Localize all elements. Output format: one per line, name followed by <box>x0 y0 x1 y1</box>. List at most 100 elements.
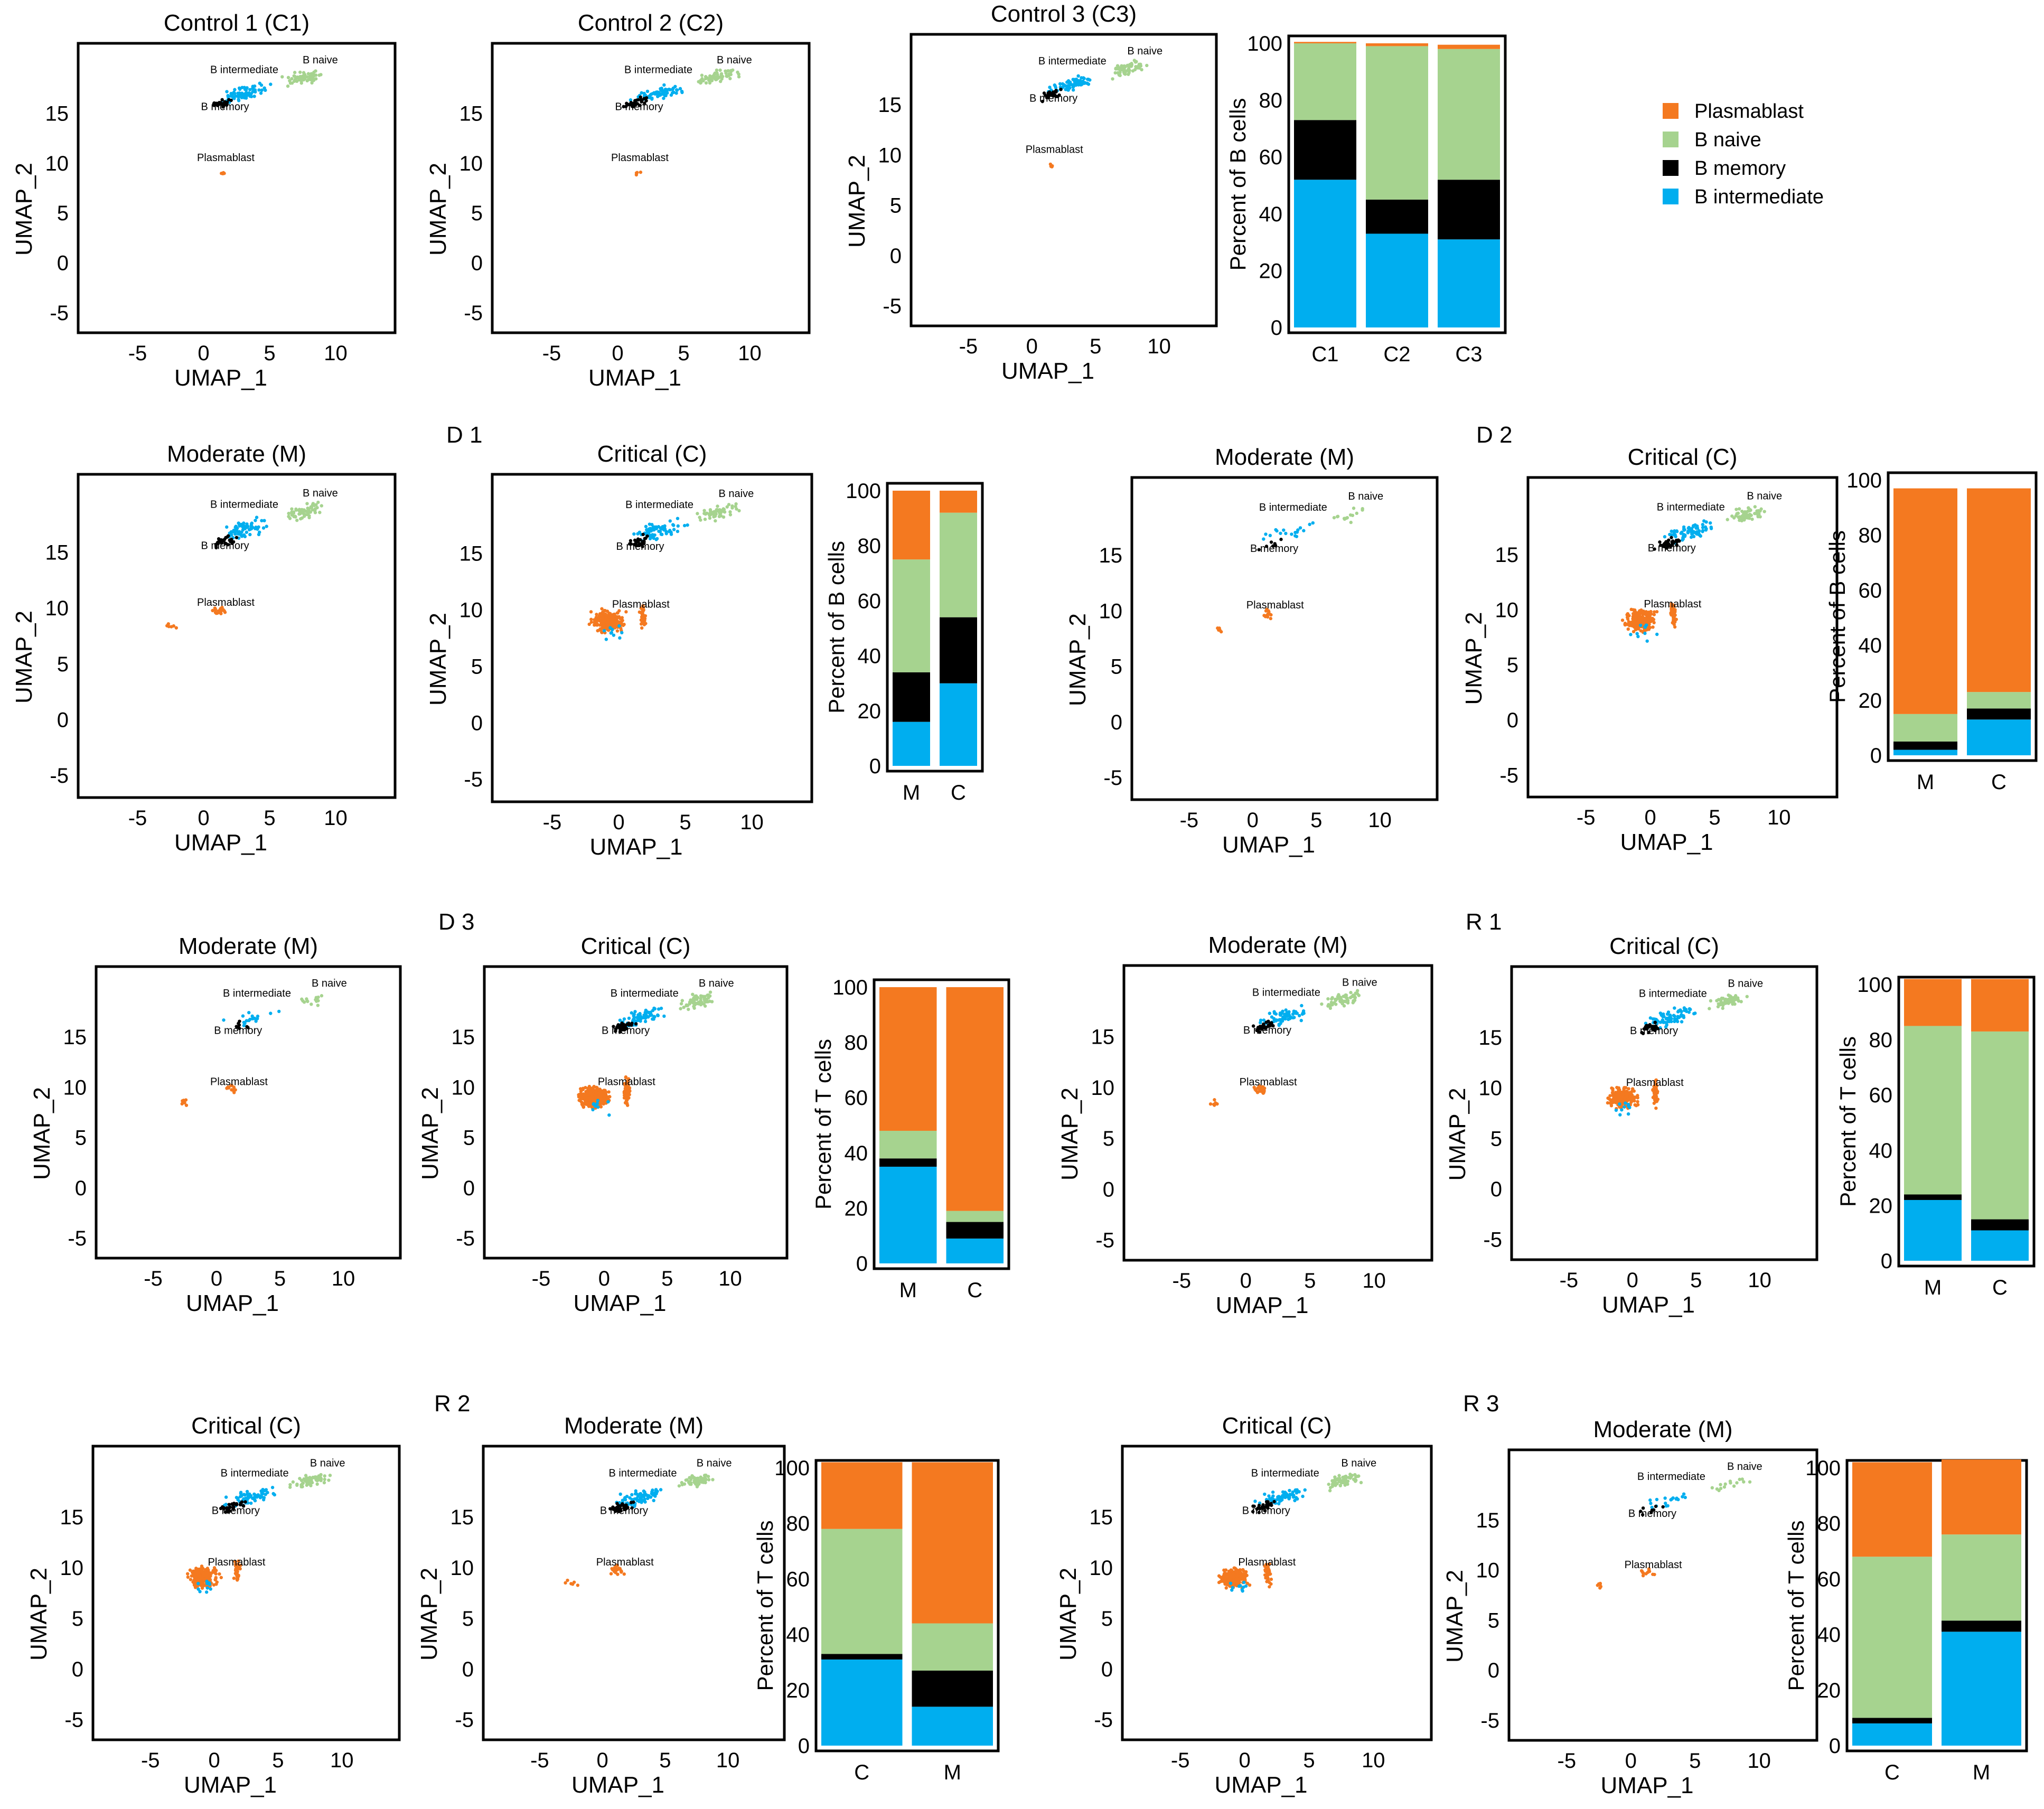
cell-point <box>1732 1484 1736 1488</box>
cell-point <box>1132 59 1136 62</box>
cell-point <box>711 1478 715 1482</box>
cell-point <box>287 511 290 515</box>
cell-point <box>700 73 704 77</box>
cell-point <box>604 612 607 616</box>
cell-point <box>1281 1490 1285 1494</box>
x-tick: -5 <box>141 1749 160 1772</box>
x-tick: 5 <box>678 342 689 365</box>
cell-point <box>668 519 672 523</box>
cell-point <box>1644 623 1648 627</box>
cell-point <box>320 994 324 998</box>
cell-point <box>627 1023 631 1027</box>
cell-point <box>1264 609 1268 613</box>
cell-point <box>1297 1490 1301 1494</box>
umap-points <box>186 1473 332 1594</box>
cluster-label: Plasmablast <box>611 152 669 164</box>
y-tick: 10 <box>460 599 483 622</box>
cell-point <box>246 1026 250 1029</box>
cell-point <box>1692 535 1696 539</box>
cell-point <box>1355 511 1358 515</box>
cell-point <box>286 84 290 88</box>
cell-point <box>199 1576 203 1580</box>
cell-point <box>1287 1017 1290 1021</box>
cell-point <box>728 510 732 514</box>
x-axis-label: UMAP_1 <box>1620 829 1713 855</box>
cell-point <box>208 1581 211 1585</box>
cell-point <box>689 998 692 1002</box>
bar-y-tick: 0 <box>1881 1250 1892 1273</box>
cell-point <box>629 1501 633 1504</box>
cell-point <box>327 1478 331 1482</box>
cell-point <box>1281 1015 1285 1019</box>
cell-point <box>1217 1574 1221 1578</box>
cell-point <box>311 72 314 77</box>
cell-point <box>1658 540 1662 544</box>
cell-point <box>242 521 246 525</box>
bar-y-tick: 40 <box>845 1142 868 1165</box>
cell-point <box>1331 1480 1335 1484</box>
row-label-r1: R 1 <box>1466 909 1502 935</box>
cell-point <box>1361 507 1364 511</box>
umap-frame <box>1130 476 1439 801</box>
cell-point <box>716 76 720 80</box>
cell-point <box>699 1475 702 1479</box>
cell-point <box>724 71 728 75</box>
cell-point <box>1286 1010 1290 1015</box>
cell-point <box>652 1015 656 1018</box>
cluster-label: Plasmablast <box>197 152 255 164</box>
cluster-label: B intermediate <box>625 499 693 511</box>
bar-y-axis-label: Percent of T cells <box>753 1521 777 1691</box>
cell-point <box>708 81 712 85</box>
y-axis-label: UMAP_2 <box>29 1087 55 1180</box>
cell-point <box>305 79 309 83</box>
cell-point <box>586 1087 590 1091</box>
cluster-label: B naive <box>699 978 734 989</box>
cell-point <box>1719 1486 1723 1491</box>
cell-point <box>648 522 652 526</box>
cell-point <box>1278 1011 1282 1015</box>
y-tick: 0 <box>463 1177 475 1200</box>
cell-point <box>1662 545 1666 549</box>
cell-point <box>1086 78 1091 81</box>
cell-point <box>676 88 679 92</box>
cluster-label: B naive <box>719 488 754 500</box>
cell-point <box>621 618 624 622</box>
cell-point <box>1666 1504 1670 1508</box>
cell-point <box>1741 512 1746 516</box>
bar-segment-b_naive <box>821 1529 903 1654</box>
bar-y-tick: 20 <box>1859 689 1882 713</box>
cluster-label: B memory <box>1243 1025 1291 1036</box>
cell-point <box>1279 1499 1283 1503</box>
cluster-label: B intermediate <box>1637 1471 1705 1483</box>
cell-point <box>1684 1008 1688 1011</box>
cell-point <box>699 518 702 522</box>
x-axis-label: UMAP_1 <box>174 365 267 391</box>
x-tick: 5 <box>1304 1269 1316 1292</box>
cell-point <box>659 87 663 91</box>
umap-plot-r1c: Critical (C)-5 0 5 10-5051015UMAP_1UMAP_2B … <box>1445 933 1818 1318</box>
cell-point <box>703 517 707 521</box>
cell-point <box>627 1096 631 1100</box>
cell-point <box>702 1002 706 1006</box>
cell-point <box>205 1586 209 1590</box>
cell-point <box>261 1492 265 1496</box>
cell-point <box>597 614 602 618</box>
y-axis-label: UMAP_2 <box>417 1087 443 1180</box>
cell-point <box>1687 1007 1692 1011</box>
cell-point <box>617 1026 622 1030</box>
cell-point <box>226 534 230 538</box>
cell-point <box>1242 1580 1246 1585</box>
cell-point <box>314 77 318 81</box>
cell-point <box>1615 1085 1619 1090</box>
y-tick: 15 <box>1476 1509 1500 1532</box>
cell-point <box>255 1017 259 1020</box>
bar-category-label: C <box>967 1279 982 1302</box>
cell-point <box>642 1495 646 1498</box>
cell-point <box>1268 1572 1271 1576</box>
cell-point <box>219 101 222 105</box>
cell-point <box>630 1011 633 1015</box>
cell-point <box>620 631 624 635</box>
x-tick: -5 <box>1560 1269 1579 1292</box>
cell-point <box>1282 1013 1287 1016</box>
